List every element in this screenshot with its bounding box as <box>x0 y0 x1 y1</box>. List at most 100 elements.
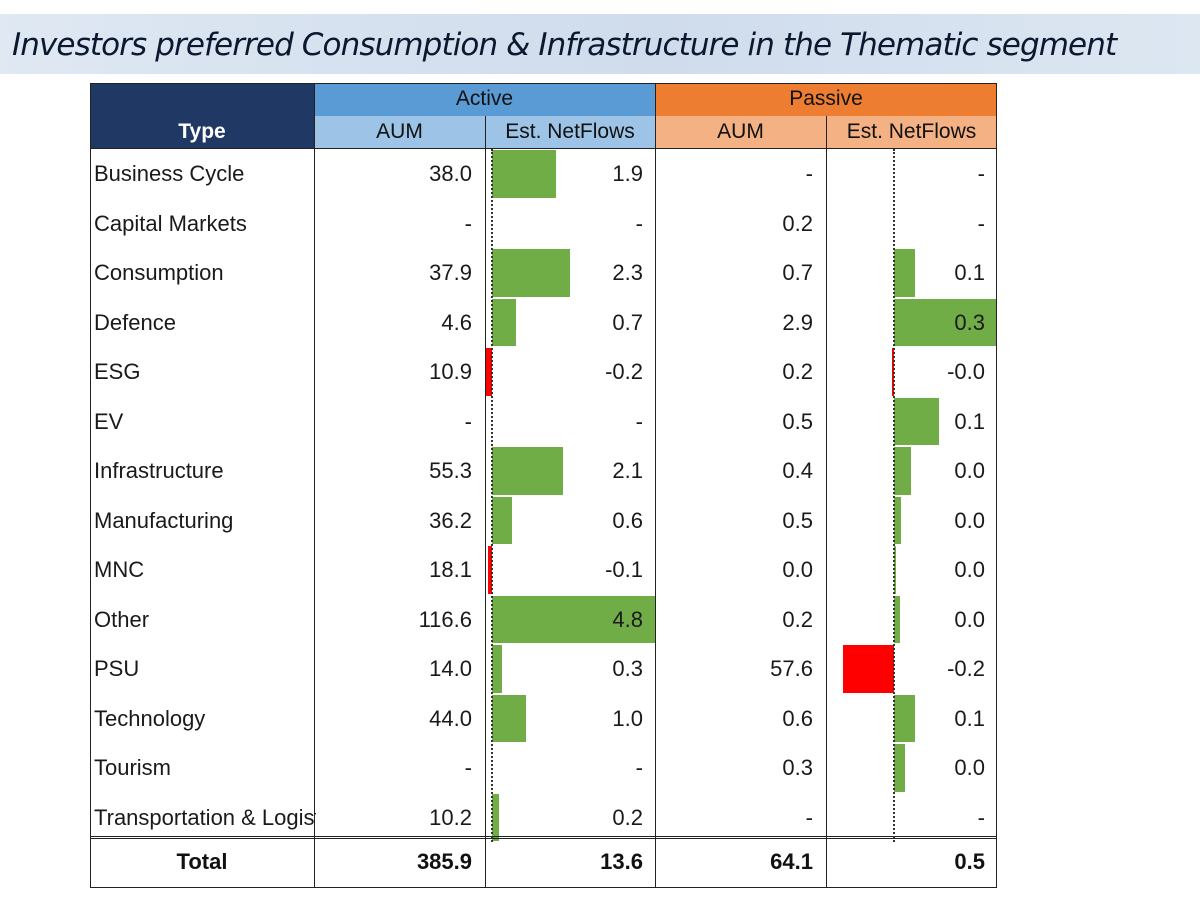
active-netflows-header: Est. NetFlows <box>485 116 655 149</box>
passive-aum-value: - <box>805 161 813 186</box>
grid-divider-passive-aum <box>826 116 827 888</box>
passive-netflow-value: 0.0 <box>954 557 985 582</box>
passive-netflow-value: 0.0 <box>954 507 985 533</box>
active-aum-header: AUM <box>314 116 485 149</box>
grid-total-top-line <box>90 836 997 837</box>
active-netflow-value: - <box>635 755 643 780</box>
active-header: Active <box>314 83 655 116</box>
active-aum-value: - <box>464 755 472 780</box>
active-netflow-bar <box>491 694 526 742</box>
active-netflow-value: 1.9 <box>612 161 643 186</box>
page-title: Investors preferred Consumption & Infras… <box>12 27 1117 63</box>
passive-netflow-bar <box>894 595 900 643</box>
active-aum-value: 4.6 <box>441 309 472 335</box>
total-active-netflows: 13.6 <box>600 849 643 874</box>
passive-netflow-value: - <box>977 161 985 186</box>
row-type-label: ESG <box>94 359 141 384</box>
total-label: Total <box>176 849 228 874</box>
active-netflow-value: 0.3 <box>612 656 643 681</box>
row-type-label: PSU <box>94 656 140 681</box>
active-netflow-value: 0.2 <box>612 804 643 830</box>
passive-netflow-bar <box>894 546 897 594</box>
active-netflow-zero-axis <box>490 149 493 842</box>
active-aum-value: 10.9 <box>429 359 472 384</box>
row-type-label: Technology <box>94 705 206 731</box>
passive-aum-value: 0.6 <box>782 705 813 731</box>
passive-netflow-value: 0.1 <box>954 260 985 285</box>
passive-aum-value: 0.3 <box>782 755 813 780</box>
row-type-label: Transportation & Logistics <box>94 804 316 830</box>
grid-bottom-border <box>90 887 997 888</box>
active-aum-value: 116.6 <box>418 606 472 632</box>
passive-aum-header: AUM <box>655 116 826 149</box>
row-type-label: Capital Markets <box>94 210 247 236</box>
active-netflow-bar <box>485 348 492 396</box>
active-aum-value: 10.2 <box>429 804 472 830</box>
active-netflow-bar <box>488 546 492 594</box>
row-type-label: Consumption <box>94 260 224 285</box>
passive-netflow-value: -0.0 <box>947 359 985 384</box>
active-aum-value: 36.2 <box>429 507 472 533</box>
row-type-label: MNC <box>94 557 145 582</box>
total-passive-netflows: 0.5 <box>954 849 985 874</box>
active-aum-value: 18.1 <box>429 557 472 582</box>
active-aum-value: 55.3 <box>429 458 472 483</box>
passive-netflow-zero-axis <box>893 149 896 842</box>
total-active-aum: 385.9 <box>416 849 472 874</box>
passive-aum-value: 0.5 <box>782 507 813 533</box>
passive-netflow-value: 0.1 <box>954 705 985 731</box>
row-type-label: Manufacturing <box>94 507 234 533</box>
passive-netflow-bar <box>843 645 895 693</box>
active-aum-value: - <box>464 408 472 434</box>
grid-divider-active-aum <box>485 116 486 888</box>
active-netflow-bar <box>491 793 499 841</box>
passive-netflow-value: - <box>977 210 985 236</box>
thematic-flows-table: Active Passive Type AUM Est. NetFlows AU… <box>90 83 997 888</box>
active-netflow-bar <box>491 150 557 198</box>
grid-top-border <box>90 83 997 84</box>
passive-netflow-bar <box>894 744 905 792</box>
passive-netflow-bar <box>894 298 997 346</box>
passive-aum-value: 0.4 <box>782 458 813 483</box>
row-type-label: Other <box>94 606 150 632</box>
active-aum-value: 14.0 <box>429 656 472 681</box>
passive-aum-value: 57.6 <box>770 656 813 681</box>
active-netflow-value: - <box>635 408 643 434</box>
active-aum-value: 37.9 <box>429 260 472 285</box>
row-type-label: Defence <box>94 309 176 335</box>
passive-aum-value: 2.9 <box>782 309 813 335</box>
active-aum-value: 44.0 <box>429 705 472 731</box>
active-netflow-value: - <box>635 210 643 236</box>
passive-aum-value: - <box>805 804 813 830</box>
grid-divider-type <box>314 83 315 888</box>
passive-netflow-bar <box>894 496 902 544</box>
passive-netflow-value: 0.3 <box>954 309 985 335</box>
row-type-label: Tourism <box>94 755 172 780</box>
passive-netflow-value: -0.2 <box>947 656 985 681</box>
active-netflow-bar <box>491 595 655 643</box>
row-type-label: EV <box>94 408 124 434</box>
active-netflow-value: 1.0 <box>612 705 643 731</box>
passive-netflow-value: 0.0 <box>954 755 985 780</box>
active-netflow-bar <box>491 249 570 297</box>
active-netflow-value: -0.2 <box>605 359 643 384</box>
passive-netflow-value: 0.1 <box>954 408 985 434</box>
active-aum-value: - <box>464 210 472 236</box>
grid-divider-active-passive <box>655 83 656 888</box>
active-netflow-bar <box>491 496 513 544</box>
grid-header-divider <box>90 148 997 149</box>
passive-netflow-value: - <box>977 804 985 830</box>
row-type-label: Infrastructure <box>94 458 224 483</box>
active-netflow-value: -0.1 <box>605 557 643 582</box>
passive-netflow-bar <box>894 397 939 445</box>
passive-aum-value: 0.5 <box>782 408 813 434</box>
passive-netflow-value: 0.0 <box>954 458 985 483</box>
passive-netflow-bar <box>894 694 915 742</box>
active-netflow-value: 0.6 <box>612 507 643 533</box>
passive-netflows-header: Est. NetFlows <box>826 116 997 149</box>
active-netflow-value: 4.8 <box>612 606 643 632</box>
passive-netflow-bar <box>894 249 915 297</box>
active-aum-value: 38.0 <box>429 161 472 186</box>
passive-aum-value: 0.2 <box>782 210 813 236</box>
active-netflow-bar <box>491 645 502 693</box>
